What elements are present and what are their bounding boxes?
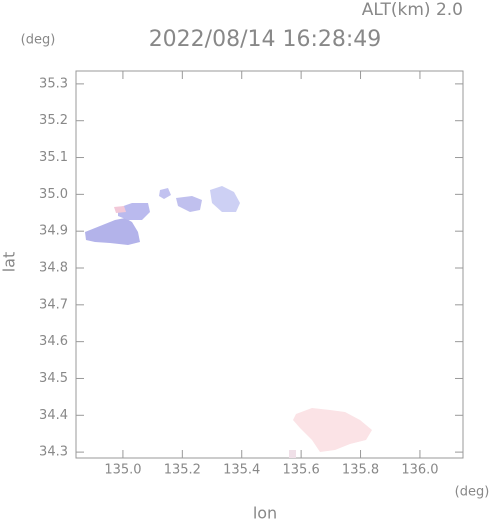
x-axis-label: lon bbox=[253, 504, 277, 522]
y-tick-label: 34.9 bbox=[39, 224, 68, 239]
chart-subtitle: ALT(km) 2.0 bbox=[362, 0, 463, 20]
x-tick-label: 136.0 bbox=[401, 463, 438, 478]
y-tick-label: 35.3 bbox=[39, 76, 68, 91]
y-tick-label: 34.6 bbox=[39, 334, 68, 349]
x-unit: (deg) bbox=[455, 485, 490, 500]
chart-title: 2022/08/14 16:28:49 bbox=[149, 27, 382, 52]
y-tick-label: 34.4 bbox=[39, 408, 68, 423]
echo-blob bbox=[118, 203, 150, 220]
y-axis-label: lat bbox=[0, 252, 19, 273]
echo-blob bbox=[289, 450, 296, 458]
x-tick-label: 135.6 bbox=[283, 463, 320, 478]
x-tick-label: 135.8 bbox=[342, 463, 379, 478]
echo-blob bbox=[114, 206, 126, 213]
y-tick-label: 34.3 bbox=[39, 445, 68, 460]
y-tick-label: 35.2 bbox=[39, 113, 68, 128]
y-tick-label: 34.5 bbox=[39, 371, 68, 386]
y-tick-label: 35.1 bbox=[39, 150, 68, 165]
echo-blob bbox=[176, 196, 202, 212]
echo-blob bbox=[293, 408, 372, 452]
plot-frame bbox=[75, 70, 464, 459]
y-tick-label: 34.7 bbox=[39, 297, 68, 312]
x-tick-label: 135.2 bbox=[164, 463, 201, 478]
y-unit: (deg) bbox=[21, 33, 56, 48]
y-tick-label: 34.8 bbox=[39, 260, 68, 275]
echo-blob bbox=[85, 218, 140, 245]
echo-blob bbox=[159, 188, 171, 199]
echo-blob bbox=[210, 186, 240, 212]
x-tick-label: 135.4 bbox=[223, 463, 260, 478]
y-tick-label: 35.0 bbox=[39, 187, 68, 202]
echo-areas bbox=[85, 186, 372, 458]
x-tick-label: 135.0 bbox=[104, 463, 141, 478]
